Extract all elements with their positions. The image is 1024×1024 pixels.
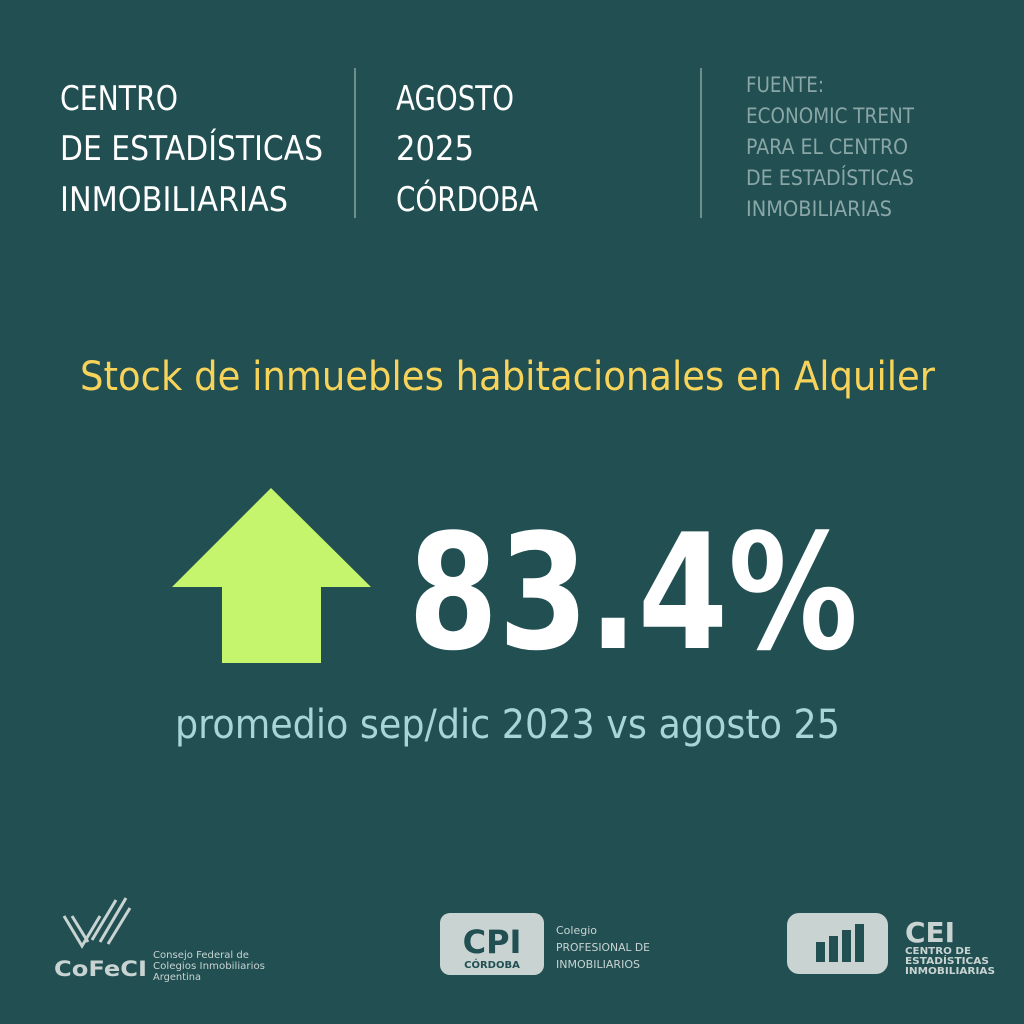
- logo-line: INMOBILIARIOS: [556, 958, 640, 971]
- header-line: CÓRDOBA: [396, 179, 538, 220]
- header-line: CENTRO: [60, 79, 178, 119]
- logo-line: PROFESIONAL DE: [556, 941, 650, 954]
- header-source: FUENTE: ECONOMIC TRENT PARA EL CENTRO DE…: [746, 73, 914, 221]
- logo-cofeci: CoFeCI Consejo Federal de Colegios Inmob…: [54, 897, 265, 983]
- source-line: FUENTE:: [746, 73, 824, 97]
- header-line: DE ESTADÍSTICAS: [60, 128, 323, 169]
- up-arrow: [172, 488, 371, 663]
- logo-mark: [62, 897, 132, 949]
- header-line: INMOBILIARIAS: [60, 180, 288, 220]
- logo-line: Consejo Federal de: [153, 950, 249, 961]
- headline-title: Stock de inmuebles habitacionales en Alq…: [80, 354, 936, 400]
- header-organization: CENTRO DE ESTADÍSTICAS INMOBILIARIAS: [60, 79, 323, 220]
- source-line: DE ESTADÍSTICAS: [746, 165, 914, 190]
- logo-line: Argentina: [153, 972, 201, 983]
- logo-bar: [829, 936, 838, 962]
- source-line: PARA EL CENTRO: [746, 135, 908, 159]
- headline-subtitle: promedio sep/dic 2023 vs agosto 25: [175, 702, 840, 748]
- logo-cei: CEI CENTRO DE ESTADÍSTICAS INMOBILIARIAS: [787, 913, 995, 977]
- logo-name: CPI: [463, 923, 522, 961]
- headline-value: 83.4%: [408, 499, 858, 686]
- logo-box: [440, 913, 544, 975]
- logo-line: ESTADÍSTICAS: [905, 954, 989, 967]
- logo-line: Colegio: [556, 924, 597, 937]
- logo-cpi: CPI CÓRDOBA Colegio PROFESIONAL DE INMOB…: [440, 913, 650, 975]
- header-line: 2025: [396, 129, 474, 169]
- logo-bar: [816, 942, 825, 962]
- header-period: AGOSTO 2025 CÓRDOBA: [396, 79, 538, 220]
- logo-name: CEI: [905, 916, 955, 949]
- source-line: INMOBILIARIAS: [746, 197, 892, 221]
- logo-bar: [855, 924, 864, 962]
- logo-line: CENTRO DE: [905, 946, 971, 957]
- logo-bar: [842, 930, 851, 962]
- header-line: AGOSTO: [396, 79, 514, 119]
- logo-name: CoFeCI: [54, 957, 147, 981]
- logo-line: INMOBILIARIAS: [905, 966, 995, 977]
- logo-place: CÓRDOBA: [464, 958, 520, 971]
- source-line: ECONOMIC TRENT: [746, 104, 914, 128]
- logo-line: Colegios Inmobiliarios: [153, 961, 265, 972]
